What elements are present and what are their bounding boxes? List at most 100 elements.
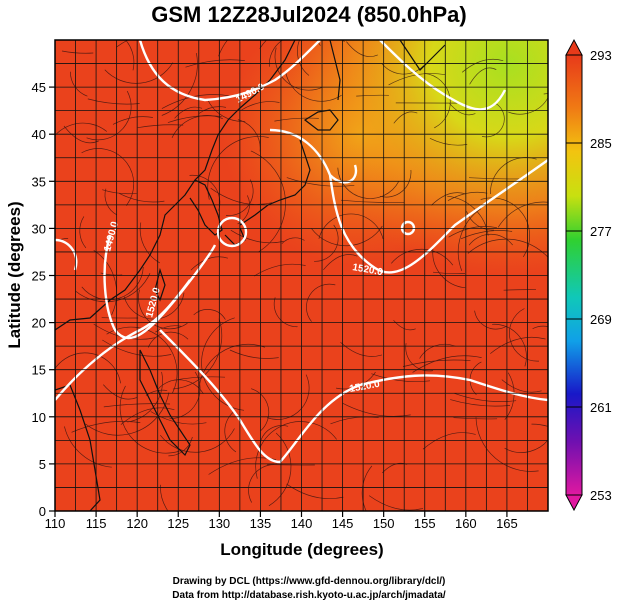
- streamline: [75, 273, 151, 303]
- streamline: [116, 40, 129, 48]
- streamline: [106, 326, 178, 394]
- streamline: [431, 192, 467, 206]
- streamline: [297, 40, 310, 76]
- streamline: [137, 124, 184, 129]
- y-tick-label: 20: [32, 316, 46, 331]
- streamline: [248, 464, 275, 503]
- map-title: GSM 12Z28Jul2024 (850.0hPa): [151, 2, 467, 27]
- streamline: [81, 266, 144, 301]
- coastline-korea: [189, 179, 223, 236]
- streamline: [206, 98, 246, 122]
- streamline: [432, 271, 466, 275]
- colorbar-tick-label: 277: [590, 224, 612, 239]
- streamline: [229, 349, 279, 359]
- streamline: [531, 423, 548, 427]
- streamline: [393, 111, 418, 124]
- x-tick-label: 135: [250, 516, 272, 531]
- streamline: [330, 416, 379, 425]
- streamline: [218, 40, 321, 57]
- y-axis-label: Latitude (degrees): [5, 201, 24, 348]
- x-tick-label: 120: [126, 516, 148, 531]
- streamline: [93, 250, 117, 316]
- streamline: [168, 436, 193, 457]
- streamline: [210, 187, 273, 205]
- streamline: [422, 432, 476, 450]
- streamline: [379, 169, 412, 198]
- y-tick-label: 15: [32, 363, 46, 378]
- streamline: [504, 372, 515, 420]
- y-tick-label: 25: [32, 269, 46, 284]
- streamline: [190, 256, 229, 271]
- y-tick-label: 35: [32, 174, 46, 189]
- streamline: [405, 343, 434, 372]
- streamline: [447, 191, 488, 202]
- lat-lon-grid: [55, 40, 548, 511]
- streamline: [412, 355, 482, 373]
- streamline: [71, 421, 141, 433]
- streamline: [104, 188, 118, 216]
- streamline: [285, 71, 342, 102]
- streamline: [127, 371, 163, 423]
- streamline: [161, 53, 198, 116]
- streamline: [475, 417, 539, 472]
- streamline: [157, 379, 204, 394]
- streamline: [207, 136, 269, 200]
- streamline: [532, 325, 548, 330]
- streamline: [119, 385, 180, 454]
- streamline: [230, 229, 284, 244]
- streamline: [454, 392, 517, 402]
- streamline: [161, 94, 231, 109]
- streamline: [481, 103, 505, 138]
- streamline: [55, 122, 108, 136]
- coastline-japan-honshu: [239, 139, 311, 226]
- streamline: [118, 192, 165, 203]
- streamline: [193, 309, 226, 320]
- streamline: [102, 189, 137, 195]
- streamline: [468, 233, 513, 246]
- streamline: [457, 208, 482, 272]
- streamline: [509, 308, 540, 362]
- x-tick-label: 155: [414, 516, 436, 531]
- x-tick-label: 140: [291, 516, 313, 531]
- colorbar-ticks: 293 285 277 269 261 253: [566, 48, 612, 503]
- streamline: [501, 379, 542, 393]
- streamline: [286, 177, 355, 187]
- y-tick-label: 0: [39, 504, 46, 519]
- x-axis-ticks: 110 115 120 125 130 135 140 145 150 155 160 165: [45, 511, 518, 531]
- streamline: [61, 50, 94, 54]
- contour-closed-low-japan: [216, 216, 248, 248]
- colorbar-tick-label: 285: [590, 136, 612, 151]
- streamline: [167, 115, 222, 123]
- streamline: [274, 117, 319, 122]
- streamline: [104, 62, 174, 84]
- coastline-asia-mainland: [55, 40, 296, 331]
- streamline: [125, 40, 135, 71]
- x-tick-label: 130: [208, 516, 230, 531]
- streamline: [250, 150, 286, 253]
- colorbar-top-triangle: [565, 38, 583, 56]
- streamline: [314, 224, 339, 262]
- streamline: [450, 399, 511, 407]
- streamline: [198, 343, 266, 393]
- streamline: [85, 392, 170, 436]
- x-tick-label: 160: [455, 516, 477, 531]
- streamline: [273, 297, 298, 328]
- streamline: [268, 432, 292, 507]
- streamline: [103, 384, 138, 400]
- x-tick-label: 150: [373, 516, 395, 531]
- streamline: [55, 238, 69, 242]
- streamline: [356, 94, 389, 97]
- streamline: [340, 342, 383, 357]
- plot-area: 1490.0 1520.0 1490.0 1520.0 1520.0: [55, 40, 548, 511]
- colorbar-tick-label: 261: [590, 400, 612, 415]
- contour-1520-west: [55, 279, 191, 401]
- y-axis-ticks: 0 5 10 15 20 25 30 35 40 45: [32, 80, 55, 519]
- y-tick-label: 10: [32, 410, 46, 425]
- streamline: [503, 289, 537, 291]
- streamline: [139, 222, 161, 264]
- streamline: [306, 283, 336, 322]
- streamline: [102, 339, 172, 357]
- x-tick-label: 110: [45, 516, 66, 531]
- streamline: [281, 237, 305, 244]
- streamline: [160, 484, 169, 511]
